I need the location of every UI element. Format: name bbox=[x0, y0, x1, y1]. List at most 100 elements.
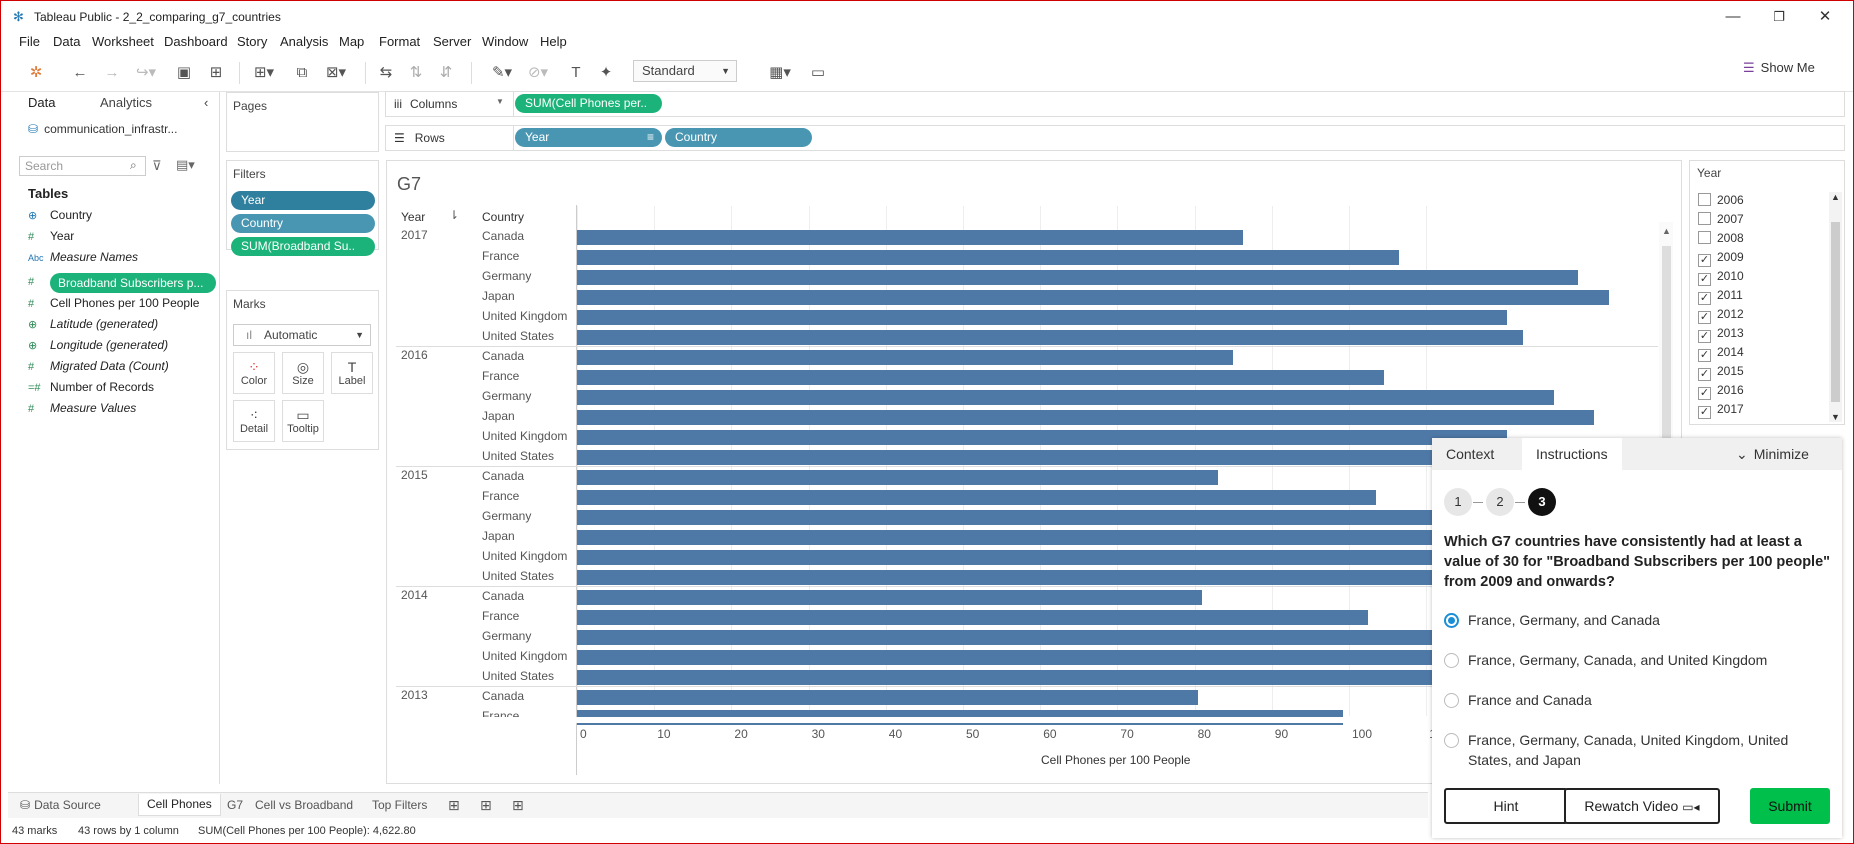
tableau-home-icon[interactable]: ✲ bbox=[29, 64, 43, 81]
bar-2015-germany[interactable] bbox=[577, 510, 1473, 525]
tab-data-source[interactable]: ⛁ Data Source bbox=[20, 797, 101, 819]
scroll-up-icon[interactable]: ▲ bbox=[1662, 226, 1671, 236]
country-label[interactable]: United States bbox=[482, 449, 555, 463]
tab-cell-phones[interactable]: Cell Phones bbox=[138, 794, 221, 816]
rows-pill-year[interactable]: Year ≡ bbox=[515, 128, 662, 147]
bar-2016-united-kingdom[interactable] bbox=[577, 430, 1508, 445]
bar-2015-canada[interactable] bbox=[577, 470, 1218, 485]
country-label[interactable]: France bbox=[482, 369, 520, 383]
field-broadband-pill[interactable]: Broadband Subscribers p... bbox=[50, 273, 216, 293]
tab-cell-vs-broadband[interactable]: Cell vs Broadband bbox=[255, 798, 354, 812]
year-header-2016[interactable]: 2016 bbox=[401, 348, 428, 362]
menu-format[interactable]: Format bbox=[379, 34, 421, 49]
radio[interactable] bbox=[1444, 693, 1459, 708]
option-4[interactable]: France, Germany, Canada, United Kingdom,… bbox=[1444, 730, 1834, 770]
bar-2017-germany[interactable] bbox=[577, 270, 1578, 285]
mark-type-dropdown[interactable]: ıl Automatic ▼ bbox=[233, 324, 371, 346]
menu-story[interactable]: Story bbox=[237, 34, 268, 49]
tab-data[interactable]: Data bbox=[28, 95, 56, 110]
menu-help[interactable]: Help bbox=[540, 34, 567, 49]
year-filter-item-2011[interactable]: ✓ 2011 bbox=[1698, 288, 1743, 306]
country-label[interactable]: United Kingdom bbox=[482, 649, 568, 663]
bar-2016-canada[interactable] bbox=[577, 350, 1234, 365]
search-input[interactable]: Search bbox=[19, 156, 146, 176]
filter-year-pill[interactable]: Year bbox=[231, 191, 375, 210]
rewatch-video-button[interactable]: Rewatch Video ▭◂ bbox=[1564, 788, 1720, 824]
new-story-icon[interactable]: ⊞ bbox=[512, 797, 524, 813]
marks-color-button[interactable]: ⁘ Color bbox=[233, 352, 275, 394]
redo-icon[interactable]: → bbox=[104, 64, 120, 81]
show-cards-icon[interactable]: ▦▾ bbox=[769, 64, 791, 81]
header-country[interactable]: Country bbox=[482, 210, 525, 224]
new-dashboard-icon[interactable]: ⊞ bbox=[480, 797, 492, 813]
year-filter-item-2017[interactable]: ✓ 2017 bbox=[1698, 402, 1744, 420]
year-header-2017[interactable]: 2017 bbox=[401, 228, 428, 242]
radio[interactable] bbox=[1444, 733, 1459, 748]
year-filter-item-2012[interactable]: ✓ 2012 bbox=[1698, 307, 1744, 325]
header-year[interactable]: Year bbox=[401, 210, 426, 224]
bar-2015-japan[interactable] bbox=[577, 530, 1550, 545]
field-latitude[interactable]: ⊕ Latitude (generated) bbox=[28, 317, 158, 335]
marks-detail-button[interactable]: ⁖ Detail bbox=[233, 400, 275, 442]
country-label[interactable]: Germany bbox=[482, 509, 532, 523]
bar-2016-france[interactable] bbox=[577, 370, 1384, 385]
bar-2016-japan[interactable] bbox=[577, 410, 1594, 425]
bar-2017-canada[interactable] bbox=[577, 230, 1244, 245]
filter-country-pill[interactable]: Country bbox=[231, 214, 375, 233]
bar-2014-france[interactable] bbox=[577, 610, 1369, 625]
country-label[interactable]: Germany bbox=[482, 389, 532, 403]
checkbox-checked[interactable]: ✓ bbox=[1698, 368, 1711, 381]
filter-fields-icon[interactable]: ⊽ bbox=[152, 158, 162, 173]
bar-2017-united-kingdom[interactable] bbox=[577, 310, 1508, 325]
marks-label-button[interactable]: T Label bbox=[331, 352, 373, 394]
country-label[interactable]: United States bbox=[482, 569, 555, 583]
checkbox-checked[interactable]: ✓ bbox=[1698, 273, 1711, 286]
fix-axes-icon[interactable]: ✦ bbox=[599, 64, 613, 81]
country-label[interactable]: France bbox=[482, 609, 520, 623]
checkbox-checked[interactable]: ✓ bbox=[1698, 387, 1711, 400]
year-filter-item-2010[interactable]: ✓ 2010 bbox=[1698, 269, 1744, 287]
scroll-up-icon[interactable]: ▲ bbox=[1831, 192, 1840, 202]
tab-context[interactable]: Context bbox=[1446, 446, 1495, 462]
view-options-icon[interactable]: ▤▾ bbox=[176, 157, 195, 172]
replay-icon[interactable]: ↪▾ bbox=[135, 64, 157, 81]
step-3[interactable]: 3 bbox=[1528, 488, 1556, 516]
menu-map[interactable]: Map bbox=[339, 34, 365, 49]
year-header-2013[interactable]: 2013 bbox=[401, 688, 428, 702]
country-label[interactable]: Germany bbox=[482, 629, 532, 643]
close-window-button[interactable]: ✕ bbox=[1818, 8, 1832, 25]
year-filter-item-2014[interactable]: ✓ 2014 bbox=[1698, 345, 1744, 363]
scroll-down-icon[interactable]: ▼ bbox=[1831, 412, 1840, 422]
year-filter-item-2013[interactable]: ✓ 2013 bbox=[1698, 326, 1744, 344]
show-me-button[interactable]: ☰ Show Me bbox=[1743, 60, 1815, 76]
bar-2017-france[interactable] bbox=[577, 250, 1400, 265]
country-label[interactable]: Canada bbox=[482, 349, 525, 363]
country-label[interactable]: United States bbox=[482, 329, 555, 343]
menu-server[interactable]: Server bbox=[433, 34, 472, 49]
year-filter-item-2008[interactable]: 2008 bbox=[1698, 231, 1744, 249]
presentation-mode-icon[interactable]: ▭ bbox=[810, 64, 826, 81]
undo-icon[interactable]: ← bbox=[72, 64, 88, 81]
tab-analytics[interactable]: Analytics bbox=[100, 95, 153, 110]
field-longitude[interactable]: ⊕ Longitude (generated) bbox=[28, 338, 168, 356]
field-measure-names[interactable]: Abc Measure Names bbox=[28, 250, 138, 268]
menu-analysis[interactable]: Analysis bbox=[280, 34, 329, 49]
step-2[interactable]: 2 bbox=[1486, 488, 1514, 516]
checkbox-checked[interactable]: ✓ bbox=[1698, 349, 1711, 362]
highlight-icon[interactable]: ✎▾ bbox=[491, 64, 513, 81]
checkbox-checked[interactable]: ✓ bbox=[1698, 330, 1711, 343]
checkbox-checked[interactable]: ✓ bbox=[1698, 292, 1711, 305]
field-year[interactable]: # Year bbox=[28, 229, 74, 247]
datasource-item[interactable]: ⛁ communication_infrastr... bbox=[28, 122, 177, 136]
country-label[interactable]: United Kingdom bbox=[482, 429, 568, 443]
field-measure-values[interactable]: # Measure Values bbox=[28, 401, 136, 419]
pages-card[interactable] bbox=[226, 92, 379, 152]
hint-button[interactable]: Hint bbox=[1444, 788, 1568, 824]
field-country[interactable]: ⊕ Country bbox=[28, 208, 92, 226]
bar-2014-united-states[interactable] bbox=[577, 670, 1450, 685]
country-label[interactable]: Canada bbox=[482, 689, 525, 703]
show-mark-labels-icon[interactable]: T bbox=[571, 64, 581, 81]
filter-broadband-pill[interactable]: SUM(Broadband Su.. bbox=[231, 237, 375, 256]
columns-pill-cell-phones[interactable]: SUM(Cell Phones per.. bbox=[515, 94, 662, 113]
field-number-of-records[interactable]: =# Number of Records bbox=[28, 380, 154, 398]
